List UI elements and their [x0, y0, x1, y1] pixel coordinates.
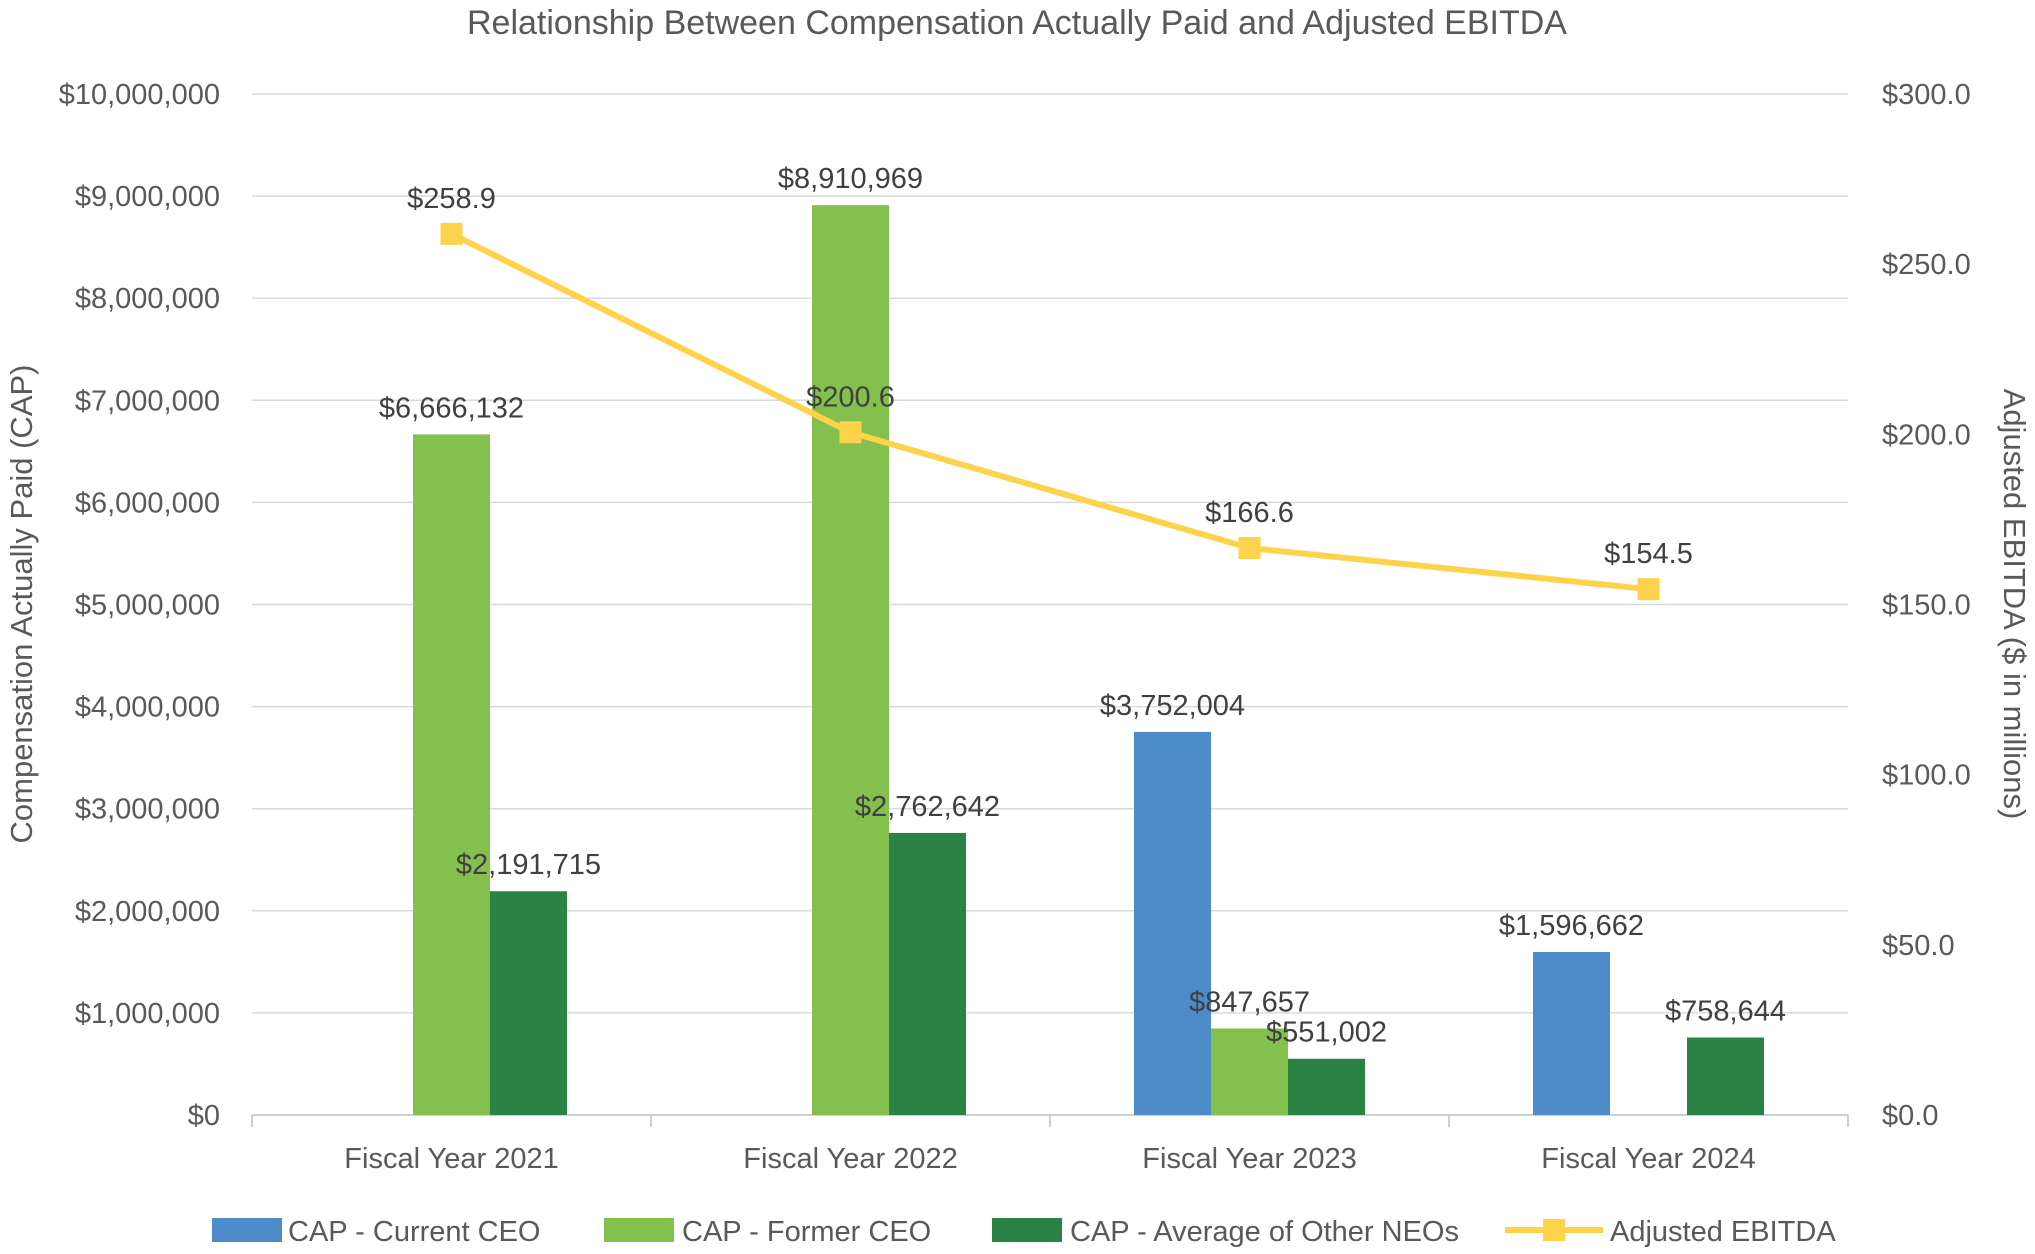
legend: CAP - Current CEO CAP - Former CEO CAP - A… — [212, 1216, 1836, 1248]
left-tick-label: $2,000,000 — [75, 896, 220, 928]
legend-label: CAP - Former CEO — [682, 1216, 931, 1248]
left-tick-label: $1,000,000 — [75, 998, 220, 1030]
bar-data-label: $8,910,969 — [778, 163, 923, 195]
bar-data-label: $1,596,662 — [1499, 910, 1644, 942]
category-label: Fiscal Year 2022 — [743, 1143, 957, 1175]
bar-cap-former-ceo — [413, 434, 490, 1115]
bar-cap-current-ceo — [1533, 951, 1610, 1115]
legend-swatch — [604, 1218, 674, 1242]
ebitda-data-label: $200.6 — [806, 381, 895, 413]
left-tick-label: $3,000,000 — [75, 794, 220, 826]
right-tick-label: $100.0 — [1882, 760, 1971, 792]
ebitda-marker — [1637, 578, 1660, 601]
ebitda-line-series — [440, 222, 1660, 601]
bar-data-label: $2,762,642 — [855, 791, 1000, 823]
bar-cap-average-of-other-neos — [490, 891, 567, 1115]
bar-cap-average-of-other-neos — [1687, 1037, 1764, 1115]
right-tick-label: $300.0 — [1882, 79, 1971, 111]
left-tick-label: $8,000,000 — [75, 283, 220, 315]
legend-label: CAP - Average of Other NEOs — [1070, 1216, 1459, 1248]
left-tick-label: $5,000,000 — [75, 590, 220, 622]
category-label: Fiscal Year 2021 — [344, 1143, 558, 1175]
left-axis-title: Compensation Actually Paid (CAP) — [4, 364, 39, 843]
bar-cap-former-ceo — [1211, 1028, 1288, 1115]
left-tick-label: $0 — [188, 1100, 220, 1132]
ebitda-marker — [1238, 537, 1261, 560]
left-tick-label: $9,000,000 — [75, 181, 220, 213]
legend-marker-swatch — [1543, 1219, 1565, 1241]
ebitda-data-label: $154.5 — [1604, 538, 1693, 570]
left-tick-label: $10,000,000 — [59, 79, 220, 111]
bar-data-label: $3,752,004 — [1100, 690, 1245, 722]
chart-title: Relationship Between Compensation Actual… — [467, 4, 1567, 42]
right-tick-label: $0.0 — [1882, 1100, 1938, 1132]
ebitda-marker — [440, 222, 463, 245]
bar-data-label: $2,191,715 — [456, 849, 601, 881]
bar-data-label: $6,666,132 — [379, 392, 524, 424]
bar-data-label: $847,657 — [1189, 986, 1310, 1018]
category-label: Fiscal Year 2023 — [1142, 1143, 1356, 1175]
ebitda-data-label: $258.9 — [407, 183, 496, 215]
legend-swatch — [992, 1218, 1062, 1242]
left-tick-label: $6,000,000 — [75, 487, 220, 519]
right-tick-label: $250.0 — [1882, 249, 1971, 281]
bar-cap-current-ceo — [1134, 731, 1211, 1115]
right-tick-label: $50.0 — [1882, 930, 1955, 962]
data-labels: $6,666,132 $2,191,715 $8,910,969 $2,762,642… — [379, 163, 1786, 1049]
ebitda-data-label: $166.6 — [1205, 497, 1294, 529]
legend-label: Adjusted EBITDA — [1610, 1216, 1836, 1248]
right-tick-label: $200.0 — [1882, 419, 1971, 451]
left-axis-ticks: $0 $1,000,000 $2,000,000 $3,000,000 $4,000,0… — [59, 79, 220, 1132]
bar-cap-average-of-other-neos — [1288, 1058, 1365, 1115]
right-axis-ticks: $0.0 $50.0 $100.0 $150.0 $200.0 $250.0 $300.0 — [1882, 79, 1971, 1132]
ebitda-line — [450, 231, 1649, 593]
category-axis-ticks: Fiscal Year 2021 Fiscal Year 2022 Fiscal Y… — [344, 1143, 1755, 1175]
legend-swatch — [212, 1218, 282, 1242]
left-tick-label: $7,000,000 — [75, 385, 220, 417]
category-label: Fiscal Year 2024 — [1541, 1143, 1755, 1175]
bar-cap-former-ceo — [812, 205, 889, 1115]
legend-label: CAP - Current CEO — [288, 1216, 540, 1248]
right-axis-title: Adjusted EBITDA ($ in millions) — [1997, 389, 2032, 820]
left-tick-label: $4,000,000 — [75, 692, 220, 724]
ebitda-marker — [839, 421, 862, 444]
right-tick-label: $150.0 — [1882, 590, 1971, 622]
bar-data-label: $551,002 — [1266, 1017, 1387, 1049]
bar-cap-average-of-other-neos — [889, 832, 966, 1115]
bar-marks — [413, 205, 1764, 1115]
bar-data-label: $758,644 — [1665, 996, 1786, 1028]
